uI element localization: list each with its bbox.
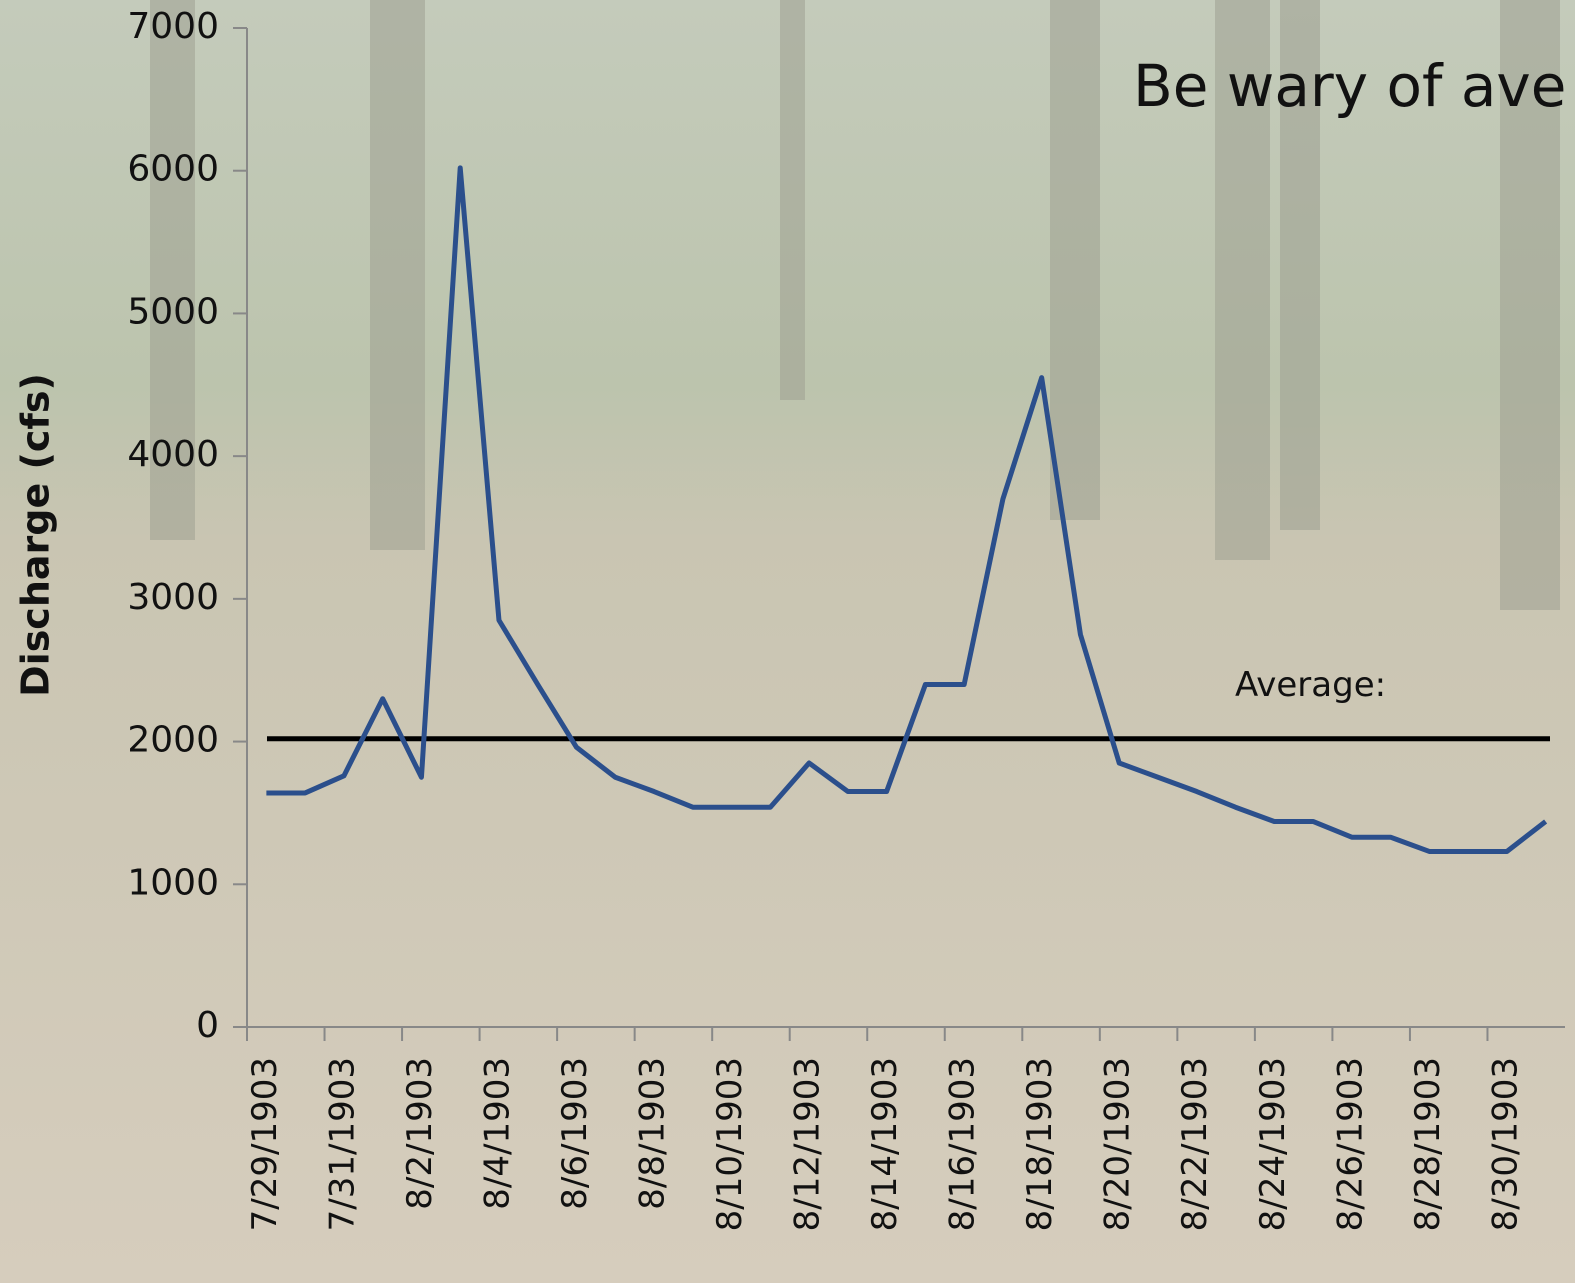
x-tick-label: 8/22/1903 [1175, 1057, 1215, 1231]
x-tick-label: 8/16/1903 [943, 1057, 983, 1231]
x-tick-label: 7/29/1903 [245, 1057, 285, 1231]
x-tick-label: 8/26/1903 [1330, 1057, 1370, 1231]
y-tick-label: 3000 [127, 577, 219, 618]
x-tick-label: 8/14/1903 [865, 1057, 905, 1231]
x-tick-label: 8/28/1903 [1408, 1057, 1448, 1231]
y-tick-label: 7000 [127, 6, 219, 47]
x-tick-label: 8/30/1903 [1485, 1057, 1525, 1231]
x-tick-label: 8/10/1903 [710, 1057, 750, 1231]
y-tick-label: 0 [196, 1005, 219, 1046]
y-tick-label: 1000 [127, 862, 219, 903]
x-tick-label: 8/18/1903 [1020, 1057, 1060, 1231]
x-tick-label: 8/12/1903 [788, 1057, 828, 1231]
x-tick-label: 8/4/1903 [477, 1057, 517, 1210]
y-tick-label: 2000 [127, 720, 219, 761]
y-tick-label: 5000 [127, 291, 219, 332]
x-tick-label: 8/2/1903 [400, 1057, 440, 1210]
chart-title: Be wary of ave [1133, 52, 1566, 120]
average-label: Average: [1235, 665, 1386, 705]
y-axis-label: Discharge (cfs) [14, 373, 58, 697]
y-tick-label: 4000 [127, 434, 219, 475]
x-tick-label: 8/24/1903 [1253, 1057, 1293, 1231]
x-tick-label: 8/20/1903 [1098, 1057, 1138, 1231]
x-tick-label: 8/8/1903 [633, 1057, 673, 1210]
x-tick-label: 8/6/1903 [555, 1057, 595, 1210]
x-tick-label: 7/31/1903 [322, 1057, 362, 1231]
y-tick-label: 6000 [127, 149, 219, 190]
chart: Be wary of ave Discharge (cfs) 0 1000 2000… [0, 0, 1575, 1283]
page: {"chart_data": {"type": "line", "title":… [0, 0, 1575, 1283]
